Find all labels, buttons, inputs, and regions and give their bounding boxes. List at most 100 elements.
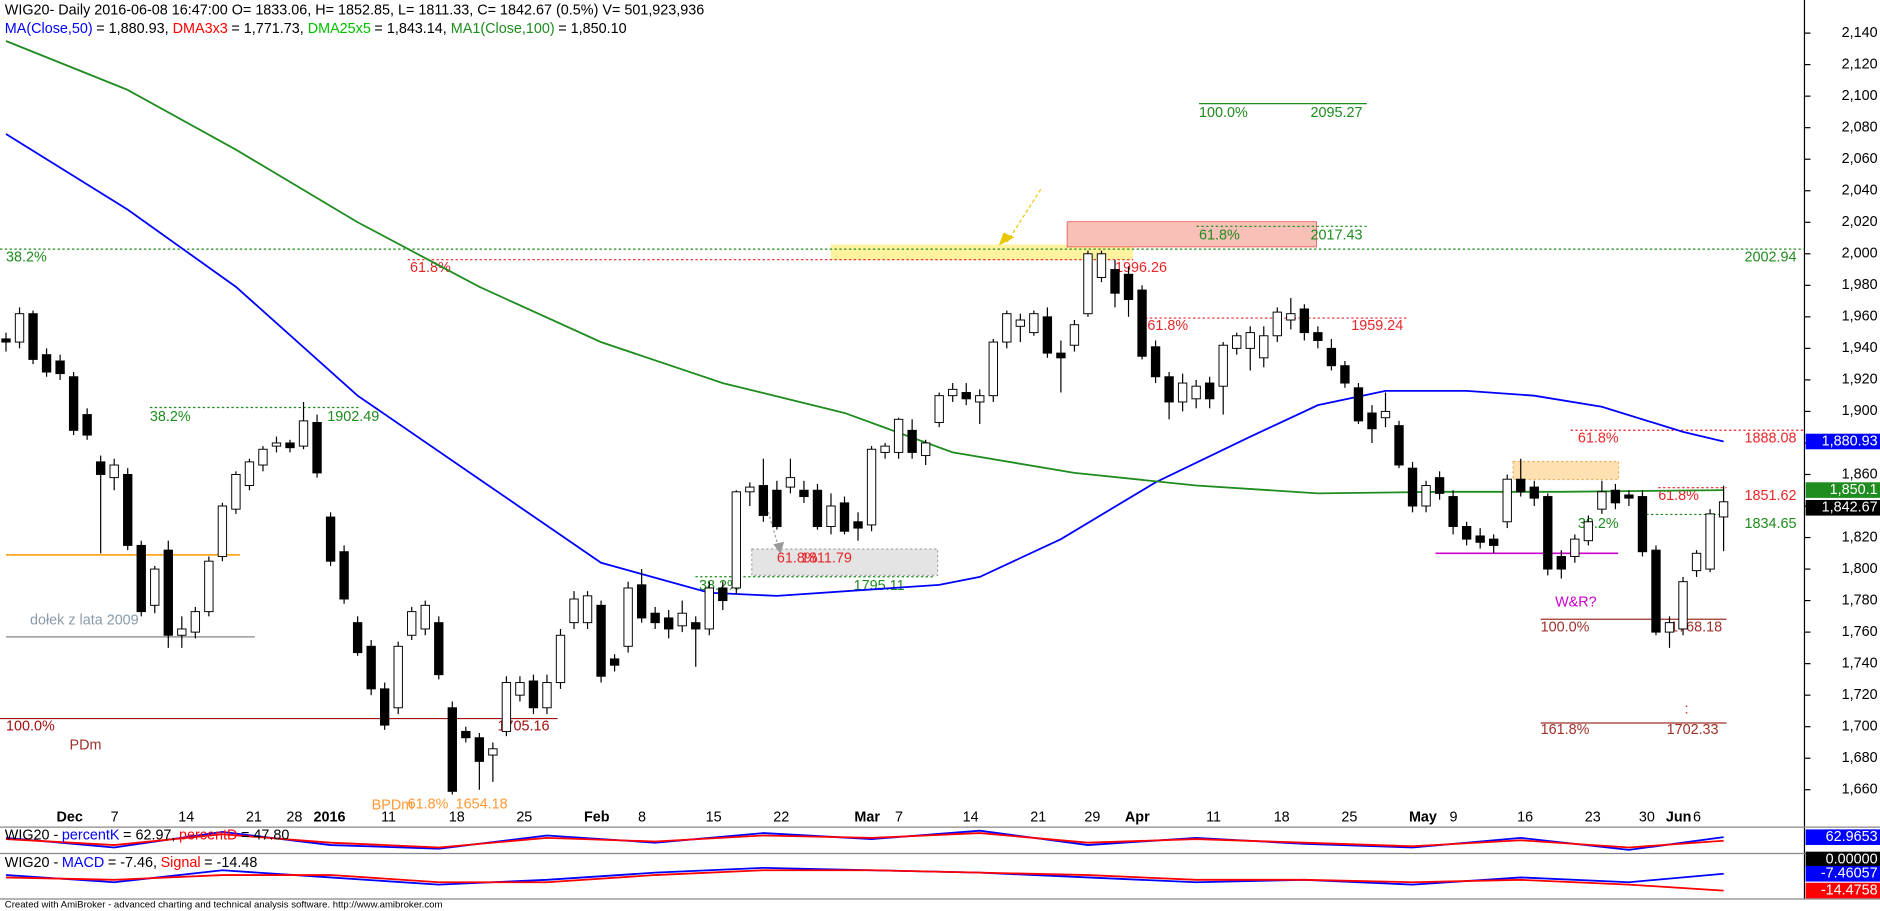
last-value-label: 1,842.67 (1822, 500, 1878, 516)
candle-body (731, 491, 741, 589)
y-tick-label: 1,780 (1842, 592, 1878, 608)
y-tick-label: 2,040 (1842, 183, 1878, 199)
candle-body (1637, 496, 1648, 553)
candle-body (880, 445, 890, 453)
candle-body (258, 448, 268, 466)
indicator-line (5, 869, 1724, 892)
annotation: dołek z lata 2009 (30, 613, 139, 629)
x-tick-label: 21 (1030, 809, 1046, 825)
last-value-bg (1805, 500, 1880, 516)
x-tick-label: 22 (773, 809, 789, 825)
fib-value: 1888.08 (1745, 430, 1797, 446)
candle-body (948, 388, 958, 397)
candle-body (1583, 521, 1594, 542)
candle-body (1083, 253, 1093, 315)
legend-name: percentD (179, 827, 237, 843)
y-tick-label: 1,700 (1842, 718, 1878, 734)
candle-body (1543, 496, 1553, 570)
x-tick-label: 30 (1639, 809, 1655, 825)
x-tick-label: 6 (1693, 809, 1701, 825)
fib-value: 1959.24 (1351, 318, 1403, 334)
legend-value: = 1,843.14, (374, 21, 446, 37)
arrow-head (773, 541, 785, 554)
fib-value: 1654.18 (456, 797, 508, 813)
y-tick-label: 1,940 (1842, 340, 1878, 356)
last-value-box: -14.4758 (1805, 882, 1880, 898)
fib-value: 1811.79 (801, 551, 852, 567)
candle-body (1448, 496, 1458, 527)
zone (1066, 221, 1317, 248)
candle-body (745, 486, 755, 493)
pane-legend: WIG20 - percentK = 62.97, percentD = 47.80 (5, 827, 290, 843)
candle-body (123, 474, 133, 546)
candle-body (393, 645, 403, 709)
candle-body (677, 612, 687, 627)
last-value-label: -7.46057 (1821, 866, 1878, 882)
candle-body (1624, 494, 1634, 499)
x-tick-label: 29 (1084, 809, 1100, 825)
candle-body (1421, 485, 1431, 507)
candle-body (785, 477, 796, 488)
candle-body (41, 354, 52, 373)
candle-body (1570, 538, 1580, 557)
y-tick-label: 2,120 (1842, 56, 1878, 72)
legend-value: = -7.46, (108, 855, 157, 871)
fib-pct: 100.0% (1541, 619, 1590, 635)
candle-body (1516, 478, 1526, 493)
candle-body (1475, 535, 1485, 543)
candle-body (1407, 467, 1418, 507)
last-value-label: 1,880.93 (1822, 433, 1878, 449)
last-value-box: -7.46057 (1805, 866, 1880, 882)
arrow-head (998, 232, 1015, 246)
last-value-box: 0.00000 (1805, 851, 1880, 867)
candle-body (339, 551, 349, 600)
fib-pct: 161.8% (1541, 722, 1590, 738)
x-tick-label: 9 (1450, 809, 1458, 825)
y-tick-label: 1,900 (1842, 403, 1878, 419)
y-tick-label: 1,820 (1842, 529, 1878, 545)
y-tick-label: 1,760 (1842, 624, 1878, 640)
candle-body (1096, 253, 1107, 278)
last-value-label: 1,850.1 (1830, 482, 1878, 498)
candle-body (1191, 385, 1201, 400)
y-tick-label: 2,060 (1842, 151, 1878, 167)
fib-pct: 100.0% (1199, 105, 1248, 121)
candle-body (177, 628, 187, 636)
x-tick-label: Apr (1125, 809, 1150, 825)
x-tick-label: 15 (706, 809, 722, 825)
fib-pct: 61.8% (410, 260, 451, 276)
annotation: : (1685, 701, 1689, 717)
candle-body (609, 658, 620, 666)
candle-body (28, 313, 38, 360)
candle-body (1286, 313, 1296, 321)
x-tick-label: Feb (584, 809, 610, 825)
candle-body (204, 560, 214, 613)
candle-body (988, 341, 998, 397)
candle-body (704, 587, 714, 630)
candle-body (1313, 332, 1323, 341)
legend-name: DMA3x3 (173, 21, 228, 37)
candle-body (1664, 622, 1675, 633)
legend-value: = 62.97, (123, 827, 175, 843)
y-tick-label: 1,680 (1842, 750, 1878, 766)
last-value-label: 0.00000 (1826, 851, 1878, 867)
fib-pct: 38.2% (150, 409, 191, 425)
x-tick-label: 16 (1517, 809, 1533, 825)
chart-title: WIG20- Daily 2016-06-08 16:47:00 O= 1833… (5, 3, 705, 19)
candle-body (907, 429, 917, 453)
candle-body (515, 682, 525, 696)
candle-body (839, 502, 850, 532)
x-tick-label: 18 (1274, 809, 1290, 825)
candle-body (1245, 332, 1255, 349)
fib-pct: 100.0% (6, 719, 55, 735)
candle-body (758, 485, 769, 516)
candle-body (136, 544, 146, 613)
fib-pct: 38.2% (6, 249, 47, 265)
y-tick-label: 1,800 (1842, 561, 1878, 577)
candle-body (14, 313, 25, 343)
candle-body (109, 464, 119, 479)
candle-body (1529, 486, 1539, 499)
candle-body (826, 505, 836, 527)
